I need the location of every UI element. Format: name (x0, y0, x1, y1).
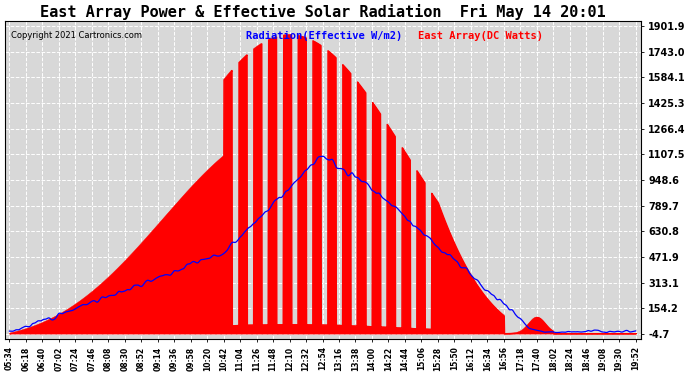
Title: East Array Power & Effective Solar Radiation  Fri May 14 20:01: East Array Power & Effective Solar Radia… (39, 4, 605, 20)
Text: East Array(DC Watts): East Array(DC Watts) (418, 31, 543, 41)
Text: Copyright 2021 Cartronics.com: Copyright 2021 Cartronics.com (11, 31, 142, 40)
Text: Radiation(Effective W/m2): Radiation(Effective W/m2) (246, 31, 402, 41)
